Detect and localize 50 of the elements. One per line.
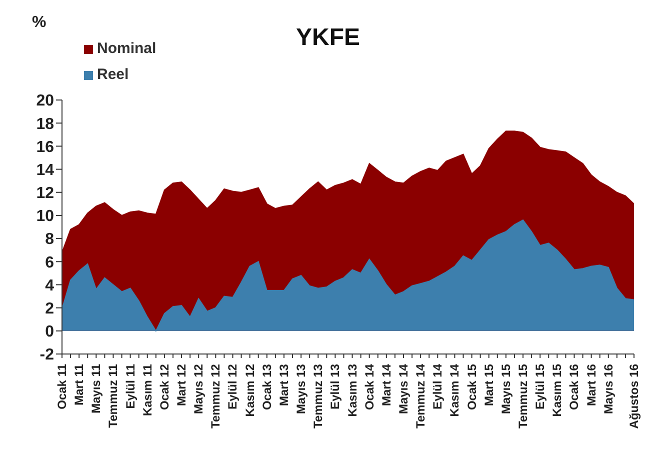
y-tick-label: 12 <box>36 185 54 202</box>
x-tick-label: Mayıs 12 <box>192 364 206 414</box>
x-tick-label: Mart 16 <box>584 364 598 406</box>
y-tick-label: 6 <box>45 254 54 272</box>
x-tick-label: Temmuz 13 <box>311 364 326 428</box>
legend-label: Nominal <box>97 40 156 57</box>
y-tick-label: 18 <box>36 116 54 133</box>
y-tick-label: 4 <box>45 277 54 294</box>
x-tick-label: Ocak 12 <box>157 364 172 410</box>
x-tick-label: Ocak 16 <box>567 364 582 410</box>
x-tick-label: Eylül 15 <box>533 364 548 410</box>
x-tick-label: Mart 15 <box>482 364 496 406</box>
chart-title: YKFE <box>296 24 360 51</box>
y-tick-label: 14 <box>36 162 54 179</box>
y-tick-label: 20 <box>36 92 54 110</box>
x-tick-label: Mayıs 13 <box>294 364 308 414</box>
x-tick-label: Mart 14 <box>379 364 394 406</box>
x-tick-label: Temmuz 14 <box>414 364 428 428</box>
x-tick-label: Eylül 11 <box>123 364 138 409</box>
x-tick-label: Kasım 14 <box>448 364 462 417</box>
x-tick-label: Mayıs 14 <box>396 364 410 414</box>
x-tick-label: Ocak 11 <box>55 364 69 410</box>
x-tick-label: Ocak 13 <box>260 364 274 410</box>
x-tick-label: Mart 13 <box>276 364 291 406</box>
y-tick-label: -2 <box>40 346 54 364</box>
x-tick-label: Ocak 15 <box>464 364 479 410</box>
y-tick-label: 10 <box>36 208 54 226</box>
x-tick-label: Mayıs 15 <box>498 364 513 414</box>
x-tick-label: Temmuz 12 <box>208 364 223 428</box>
y-tick-label: 8 <box>45 231 54 248</box>
y-tick-label: 2 <box>45 300 54 318</box>
y-tick-label: 0 <box>45 324 54 341</box>
x-tick-label: Kasım 11 <box>140 364 154 416</box>
x-tick-label: Kasım 13 <box>345 364 360 417</box>
x-tick-label: Ağustos 16 <box>627 364 641 429</box>
x-tick-label: Kasım 12 <box>242 364 257 417</box>
x-tick-label: Kasım 15 <box>550 364 564 417</box>
x-tick-label: Mayıs 11 <box>89 364 104 414</box>
x-tick-label: Temmuz 11 <box>106 364 120 428</box>
x-tick-label: Eylül 14 <box>430 364 445 410</box>
x-tick-label: Eylül 12 <box>226 364 240 410</box>
x-tick-label: Ocak 14 <box>362 364 376 410</box>
x-tick-label: Mart 11 <box>72 364 86 406</box>
y-axis-title: % <box>32 14 46 32</box>
x-tick-label: Mart 12 <box>174 364 189 406</box>
legend-label: Reel <box>97 66 129 83</box>
x-tick-label: Temmuz 15 <box>516 364 530 428</box>
x-tick-label: Mayıs 16 <box>601 364 616 414</box>
y-tick-label: 16 <box>36 138 54 156</box>
x-tick-label: Eylül 13 <box>328 364 342 410</box>
